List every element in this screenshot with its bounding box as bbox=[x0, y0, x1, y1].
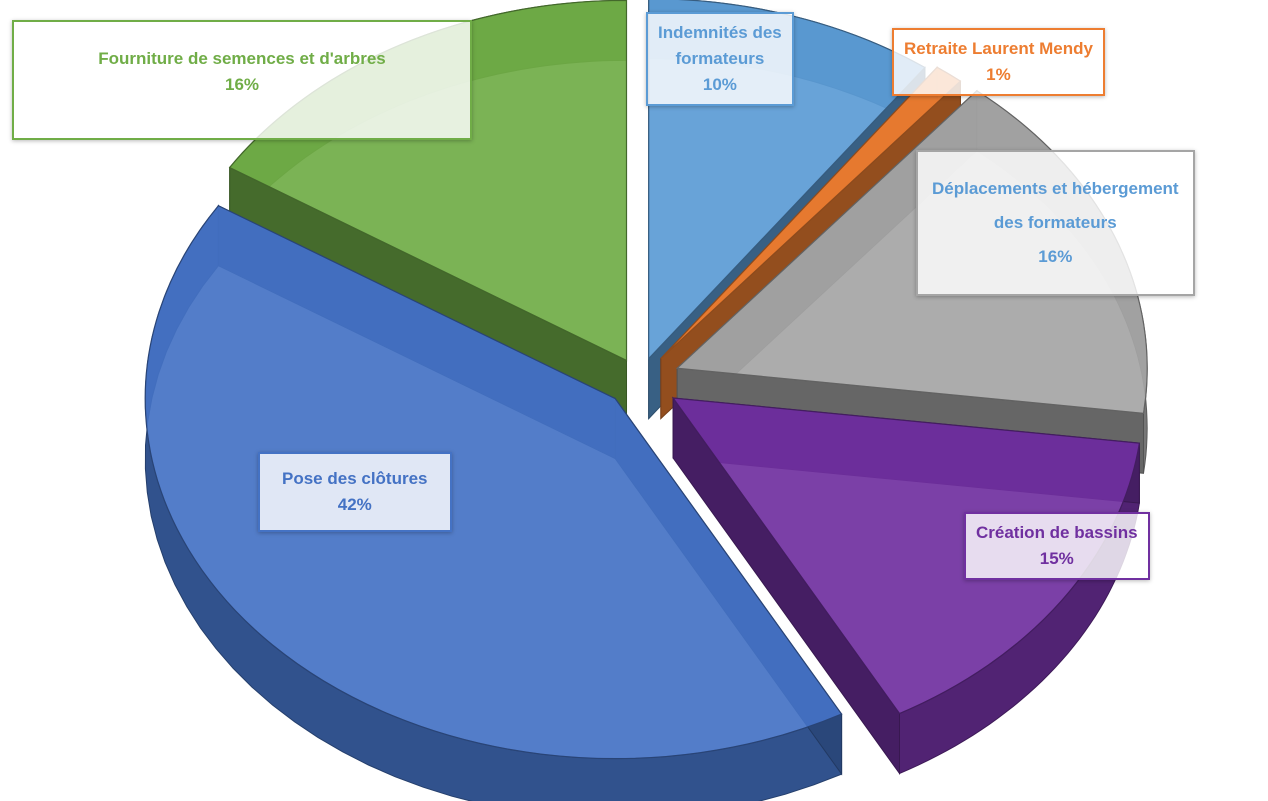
slice-label-indemnites: Indemnités des formateurs 10% bbox=[646, 12, 794, 106]
slice-label-clotures: Pose des clôtures 42% bbox=[258, 452, 452, 532]
pie-slice-4 bbox=[144, 204, 843, 801]
slice-label-deplacements: Déplacements et hébergement des formateu… bbox=[916, 150, 1195, 296]
slice-label-retraite: Retraite Laurent Mendy 1% bbox=[892, 28, 1105, 96]
pie-slice-3 bbox=[671, 396, 1141, 776]
slice-label-fourniture: Fourniture de semences et d'arbres 16% bbox=[12, 20, 472, 140]
slice-label-bassins: Création de bassins 15% bbox=[964, 512, 1150, 580]
